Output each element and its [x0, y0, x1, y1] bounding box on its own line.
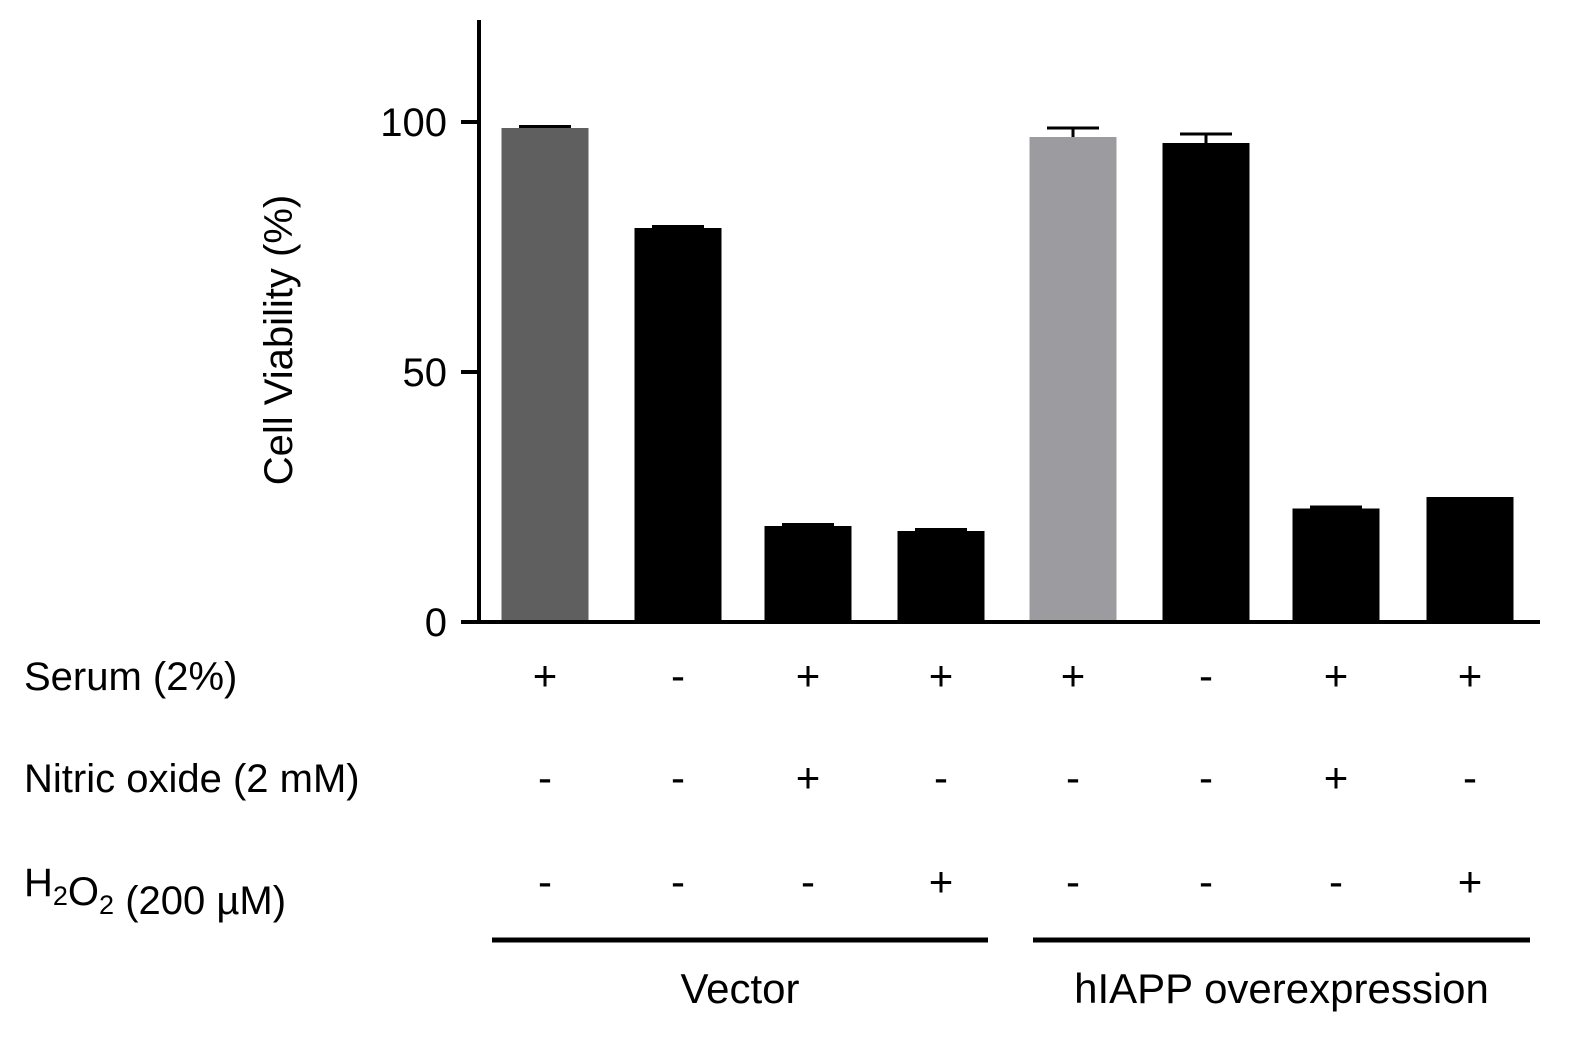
treatment-sign-r2-c8: -	[1463, 754, 1477, 801]
treatment-sign-r3-c5: -	[1066, 858, 1080, 905]
treatment-row-label-1: Serum (2%)	[24, 655, 237, 699]
treatment-sign-r1-c8: +	[1458, 652, 1483, 699]
treatment-sign-r3-c6: -	[1199, 858, 1213, 905]
treatment-sign-r2-c1: -	[538, 754, 552, 801]
bar-5	[1029, 137, 1117, 622]
bar-2	[634, 228, 722, 622]
bar-4	[897, 531, 985, 622]
treatment-rows-layer: Serum (2%) + - + + + - + + Nitric oxide (2 mM) - - +…	[24, 652, 1482, 923]
treatment-sign-r3-c4: +	[929, 858, 954, 905]
treatment-sign-r3-c2: -	[671, 858, 685, 905]
treatment-sign-r1-c1: +	[533, 652, 558, 699]
treatment-sign-r3-c8: +	[1458, 858, 1483, 905]
treatment-sign-r2-c6: -	[1199, 754, 1213, 801]
y-tick-label-100: 100	[380, 101, 447, 145]
treatment-sign-r2-c7: +	[1324, 754, 1349, 801]
treatment-sign-r2-c3: +	[796, 754, 821, 801]
treatment-sign-r2-c2: -	[671, 754, 685, 801]
group-labels-layer: Vector hIAPP overexpression	[492, 937, 1530, 1012]
y-tick-label-0: 0	[425, 601, 447, 645]
treatment-sign-r1-c4: +	[929, 652, 954, 699]
bar-1	[501, 128, 589, 622]
bar-3	[764, 526, 852, 622]
treatment-row-label-3: H2O2 (200 µM)	[24, 861, 286, 923]
treatment-sign-r3-c7: -	[1329, 858, 1343, 905]
treatment-row-label-2: Nitric oxide (2 mM)	[24, 757, 360, 801]
treatment-sign-r1-c3: +	[796, 652, 821, 699]
treatment-sign-r1-c2: -	[671, 652, 685, 699]
bar-8	[1426, 497, 1514, 622]
treatment-sign-r3-c1: -	[538, 858, 552, 905]
bar-6	[1162, 143, 1250, 622]
y-tick-label-50: 50	[403, 351, 448, 395]
y-ticks-layer: 0 50 100	[380, 101, 479, 645]
treatment-sign-r1-c5: +	[1061, 652, 1086, 699]
bar-7	[1292, 508, 1380, 622]
treatment-sign-r1-c7: +	[1324, 652, 1349, 699]
treatment-sign-r2-c4: -	[934, 754, 948, 801]
treatment-sign-r3-c3: -	[801, 858, 815, 905]
error-bars-layer	[519, 125, 1362, 531]
treatment-sign-r1-c6: -	[1199, 652, 1213, 699]
group-label-1: Vector	[680, 965, 799, 1012]
treatment-sign-r2-c5: -	[1066, 754, 1080, 801]
bars-layer	[501, 128, 1514, 622]
y-axis-title: Cell Viability (%)	[257, 195, 301, 485]
group-label-2: hIAPP overexpression	[1074, 965, 1489, 1012]
